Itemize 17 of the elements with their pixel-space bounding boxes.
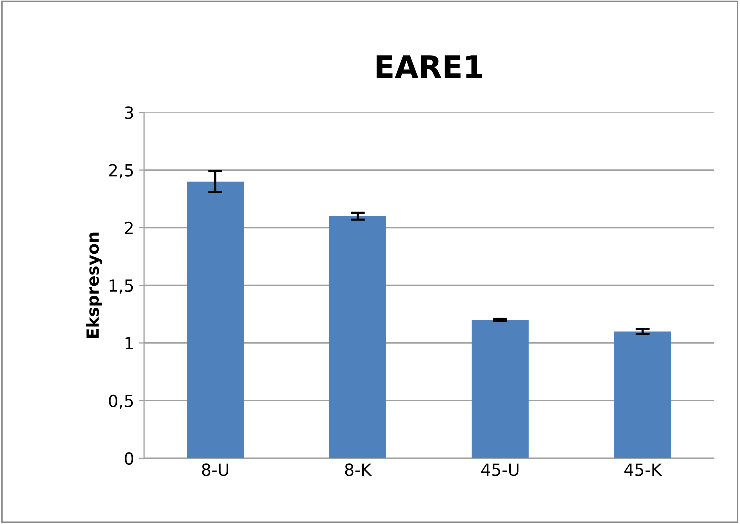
y-tick-label: 2 [125,222,133,234]
y-tick-label: 0,5 [109,394,134,410]
y-tick-label: 0 [125,452,134,466]
bar [187,182,244,458]
chart-title: EARE1 [376,56,482,78]
bar [472,320,529,458]
bar [614,332,672,458]
x-tick-label: 45-K [624,464,662,476]
y-axis-title: Ekspresyon [86,232,103,338]
y-tick-label: 1 [126,337,134,350]
x-tick-label: 45-U [482,464,519,476]
y-tick-label: 1,5 [110,280,134,294]
x-tick-label: 8-K [345,464,372,476]
y-tick-label: 2,5 [109,164,134,179]
bar [329,216,386,458]
y-tick-label: 3 [125,106,134,120]
x-tick-label: 8-U [202,464,228,476]
